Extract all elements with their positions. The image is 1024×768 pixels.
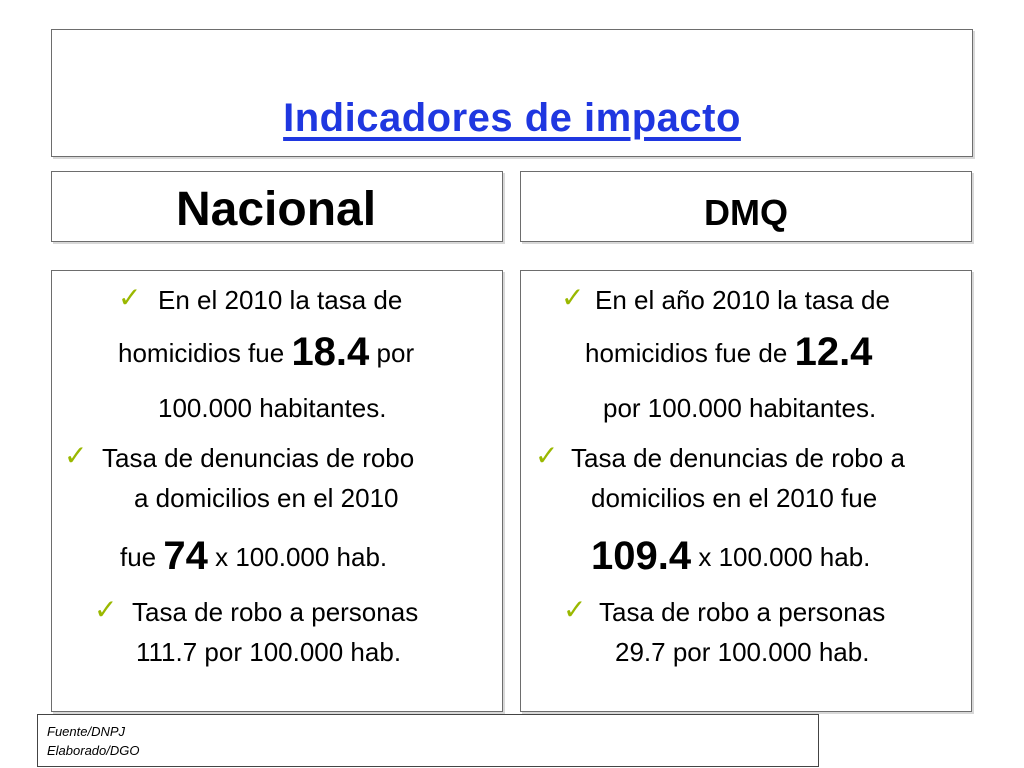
nacional-item1-line2: homicidios fue 18.4 por (118, 332, 415, 372)
nacional-item1-line1: En el 2010 la tasa de (158, 285, 403, 315)
nacional-item3-line1: Tasa de robo a personas (132, 597, 419, 627)
dmq-item1-line3: por 100.000 habitantes. (603, 393, 877, 423)
dmq-panel: ✓ En el año 2010 la tasa de homicidios f… (520, 270, 972, 712)
nacional-robbery-home-rate: 74 (163, 534, 208, 578)
dmq-item3-line2: 29.7 por 100.000 hab. (615, 637, 870, 667)
nacional-item1-text: homicidios fue (118, 338, 285, 368)
dmq-item2-unit: x 100.000 hab. (698, 542, 871, 572)
nacional-item3-line2: 111.7 por 100.000 hab. (136, 637, 402, 667)
checkmark-icon: ✓ (118, 282, 142, 313)
header-dmq: DMQ (704, 192, 788, 233)
header-nacional-panel: Nacional (51, 171, 503, 242)
nacional-panel: ✓ En el 2010 la tasa de homicidios fue 1… (51, 270, 503, 712)
nacional-item2-line2: a domicilios en el 2010 (134, 483, 399, 513)
checkmark-icon: ✓ (94, 594, 118, 625)
dmq-item1-text: homicidios fue de (585, 338, 788, 368)
title-panel: Indicadores de impacto (51, 29, 973, 157)
nacional-item2-fue: fue (120, 542, 157, 572)
header-dmq-panel: DMQ (520, 171, 972, 242)
nacional-homicide-rate: 18.4 (291, 330, 370, 374)
footer-author: Elaborado/DGO (47, 743, 140, 758)
dmq-homicide-rate: 12.4 (794, 330, 873, 374)
source-footer: Fuente/DNPJ Elaborado/DGO (37, 714, 819, 767)
nacional-item2-line3: fue 74 x 100.000 hab. (120, 536, 388, 576)
dmq-item1-line1: En el año 2010 la tasa de (595, 285, 890, 315)
dmq-robbery-home-rate: 109.4 (591, 534, 692, 578)
dmq-item2-line3: 109.4 x 100.000 hab. (591, 536, 871, 576)
dmq-item1-line2: homicidios fue de 12.4 (585, 332, 872, 372)
page-title: Indicadores de impacto (283, 96, 741, 140)
header-nacional: Nacional (176, 183, 377, 236)
checkmark-icon: ✓ (535, 440, 559, 471)
checkmark-icon: ✓ (563, 594, 587, 625)
checkmark-icon: ✓ (561, 282, 585, 313)
nacional-item1-line3: 100.000 habitantes. (158, 393, 387, 423)
dmq-item3-line1: Tasa de robo a personas (599, 597, 886, 627)
dmq-item2-line2: domicilios en el 2010 fue (591, 483, 878, 513)
nacional-item2-line1: Tasa de denuncias de robo (102, 443, 415, 473)
nacional-item2-unit: x 100.000 hab. (215, 542, 388, 572)
checkmark-icon: ✓ (64, 440, 88, 471)
nacional-item1-por: por (376, 338, 415, 368)
dmq-item2-line1: Tasa de denuncias de robo a (571, 443, 905, 473)
footer-source: Fuente/DNPJ (47, 724, 126, 739)
